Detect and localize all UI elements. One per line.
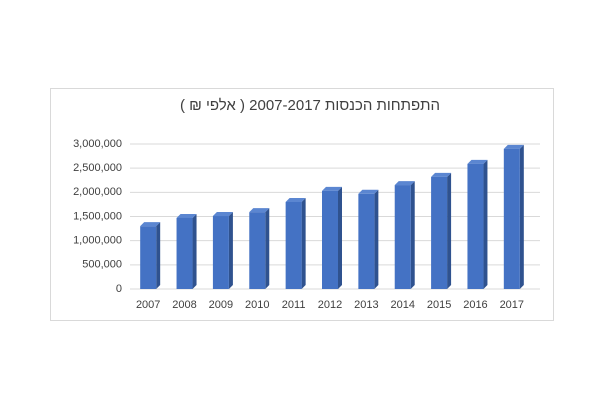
bar-side — [519, 144, 524, 289]
x-tick-label: 2010 — [245, 299, 269, 311]
bar-top — [249, 208, 270, 213]
bar-top — [212, 212, 233, 217]
bar-side — [374, 189, 379, 289]
chart-title: התפתחות הכנסות 2007-2017 ( אלפי ₪ ) — [180, 97, 440, 114]
bar-top — [285, 198, 306, 202]
bar — [503, 148, 520, 289]
bar-side — [447, 172, 452, 289]
x-tick-label: 2016 — [463, 299, 487, 311]
x-tick-label: 2012 — [318, 299, 342, 311]
bar — [431, 176, 448, 289]
bar — [467, 163, 484, 289]
bar-side — [301, 198, 306, 289]
x-tick-label: 2011 — [282, 299, 306, 311]
bar-top — [503, 144, 524, 149]
bar-top — [176, 213, 197, 218]
bar-side — [265, 208, 270, 289]
y-tick-label: 500,000 — [82, 259, 122, 271]
bar-top — [467, 159, 488, 164]
x-tick-label: 2015 — [427, 299, 451, 311]
bar — [394, 185, 411, 289]
x-tick-label: 2017 — [500, 299, 524, 311]
bar-top — [140, 222, 161, 227]
bar-side — [228, 212, 233, 289]
y-tick-label: 1,500,000 — [73, 210, 122, 222]
bar-side — [338, 186, 342, 289]
bar — [322, 190, 338, 289]
bar-side — [192, 213, 197, 289]
bar-top — [431, 172, 452, 177]
bar-top — [394, 181, 415, 186]
y-tick-label: 2,500,000 — [73, 162, 122, 174]
bar — [176, 217, 193, 289]
x-tick-label: 2014 — [390, 299, 414, 311]
x-tick-label: 2007 — [136, 299, 160, 311]
bar-top — [322, 186, 342, 191]
y-tick-label: 2,000,000 — [73, 186, 122, 198]
bar-top — [358, 189, 379, 194]
bar — [212, 216, 229, 289]
y-tick-label: 1,000,000 — [73, 235, 122, 247]
y-tick-label: 3,000,000 — [73, 138, 122, 150]
bar-side — [156, 222, 161, 289]
bar — [140, 226, 157, 289]
x-tick-label: 2008 — [172, 299, 196, 311]
bar — [249, 212, 266, 289]
x-tick-label: 2013 — [354, 299, 378, 311]
bar — [358, 193, 375, 289]
bar — [285, 202, 302, 289]
bar-side — [410, 181, 415, 289]
x-tick-label: 2009 — [209, 299, 233, 311]
bar-side — [483, 159, 488, 289]
y-tick-label: 0 — [116, 283, 122, 295]
